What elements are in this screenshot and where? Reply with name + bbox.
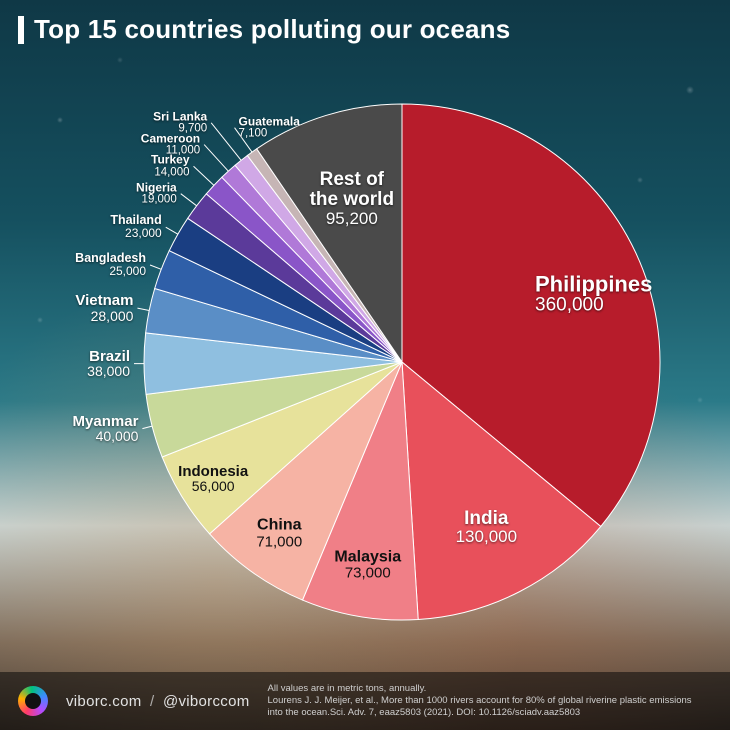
footer-bar: viborc.com / @viborccom All values are i… <box>0 672 730 730</box>
slice-label: Thailand23,000 <box>110 214 161 240</box>
pie-slices <box>144 104 660 620</box>
brand-site: viborc.com <box>66 693 142 710</box>
slice-label: Rest ofthe world95,200 <box>310 170 394 228</box>
slice-label: Indonesia56,000 <box>178 463 248 493</box>
slice-label: Cameroon11,000 <box>141 132 200 157</box>
slice-label: Myanmar40,000 <box>73 413 139 443</box>
leader-line <box>204 145 228 172</box>
slice-label: Malaysia73,000 <box>334 549 401 582</box>
brand-logo-icon <box>18 686 48 716</box>
infographic-stage: Top 15 countries polluting our oceans Ph… <box>0 0 730 730</box>
leader-line <box>142 426 152 428</box>
slice-label: Vietnam28,000 <box>75 293 133 323</box>
leader-line <box>194 166 214 185</box>
leader-line <box>181 194 197 206</box>
brand-handle: @viborccom <box>163 693 250 710</box>
slice-label: Philippines360,000 <box>535 272 652 315</box>
footer-fineprint: All values are in metric tons, annually.… <box>268 683 698 719</box>
footer-line-2: Lourens J. J. Meijer, et al., More than … <box>268 695 698 719</box>
slice-label: China71,000 <box>256 518 302 551</box>
slice-label: Sri Lanka9,700 <box>153 110 207 135</box>
leader-line <box>211 123 241 161</box>
leader-line <box>137 308 149 310</box>
leader-line <box>150 265 161 269</box>
footer-line-1: All values are in metric tons, annually. <box>268 683 698 695</box>
slice-label: Bangladesh25,000 <box>75 252 146 278</box>
slice-label: Nigeria19,000 <box>136 181 177 206</box>
brand-separator: / <box>146 693 158 710</box>
brand-text: viborc.com / @viborccom <box>66 693 250 710</box>
slice-label: India130,000 <box>456 509 517 547</box>
slice-label: Guatemala7,100 <box>239 115 300 140</box>
leader-line <box>166 227 178 234</box>
slice-label: Turkey14,000 <box>151 154 189 179</box>
slice-label: Brazil38,000 <box>87 348 130 378</box>
